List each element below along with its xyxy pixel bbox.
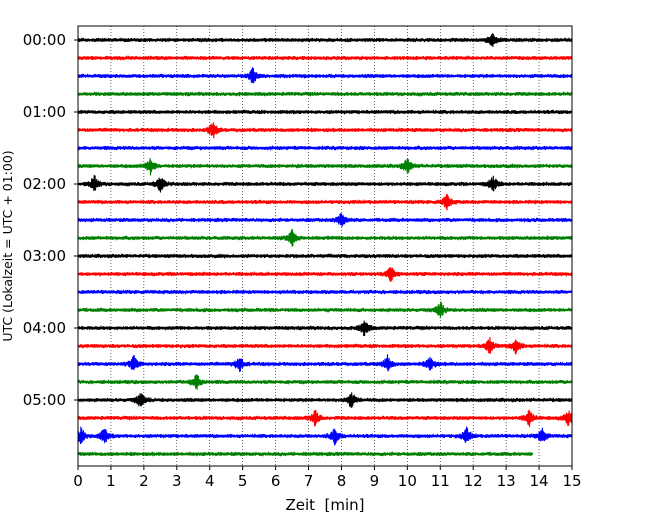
x-tick-label: 3 <box>172 472 182 490</box>
x-tick-label: 15 <box>562 472 581 490</box>
seismic-trace <box>77 320 573 337</box>
x-tick-label: 0 <box>73 472 83 490</box>
x-tick-label: 14 <box>530 472 549 490</box>
x-axis-label: Zeit [min] <box>285 496 364 514</box>
seismic-trace <box>77 67 573 84</box>
seismic-trace <box>77 193 573 211</box>
x-tick-label: 7 <box>304 472 314 490</box>
y-tick-label: 02:00 <box>23 175 66 193</box>
x-tick-label: 8 <box>337 472 347 490</box>
seismic-trace <box>77 451 534 457</box>
x-tick-label: 2 <box>139 472 149 490</box>
x-tick-label: 11 <box>431 472 450 490</box>
seismic-trace <box>77 122 573 139</box>
seismic-trace <box>77 109 573 115</box>
plot-area-background <box>78 26 572 466</box>
x-tick-label: 10 <box>398 472 417 490</box>
plot-frame <box>77 25 573 467</box>
seismic-trace <box>77 426 573 446</box>
y-axis-ticks: 00:00 01:00 02:00 03:00 04:00 05:00 <box>23 31 78 409</box>
seismic-trace <box>77 55 573 61</box>
grid-lines <box>110 26 540 466</box>
seismic-trace <box>77 392 573 408</box>
x-tick-label: 1 <box>106 472 116 490</box>
seismic-trace <box>77 229 573 247</box>
seismic-trace <box>77 175 573 193</box>
y-tick-label: 00:00 <box>23 31 66 49</box>
seismic-trace <box>77 212 573 227</box>
y-tick-label: 05:00 <box>23 391 66 409</box>
x-tick-label: 13 <box>497 472 516 490</box>
x-tick-label: 4 <box>205 472 215 490</box>
seismic-trace <box>77 145 573 151</box>
seismic-traces <box>77 33 573 457</box>
seismic-trace <box>77 301 573 319</box>
y-tick-label: 03:00 <box>23 247 66 265</box>
x-axis-ticks: 0 1 2 3 4 5 6 7 8 9 10 11 12 13 14 15 <box>73 466 582 490</box>
y-axis-label: UTC (Lokalzeit = UTC + 01:00) <box>0 150 15 341</box>
x-tick-label: 9 <box>370 472 380 490</box>
seismic-trace <box>77 336 573 355</box>
x-tick-label: 12 <box>464 472 483 490</box>
seismic-trace <box>77 33 573 47</box>
seismic-trace <box>77 267 573 282</box>
seismic-trace <box>77 354 573 372</box>
seismic-trace <box>77 91 573 97</box>
x-tick-label: 6 <box>271 472 281 490</box>
seismic-trace <box>77 289 573 295</box>
y-tick-label: 04:00 <box>23 319 66 337</box>
seismic-trace <box>77 252 573 259</box>
x-tick-label: 5 <box>238 472 248 490</box>
seismic-trace <box>77 409 573 428</box>
y-tick-label: 01:00 <box>23 103 66 121</box>
seismic-trace <box>77 374 573 390</box>
seismic-trace <box>77 157 573 176</box>
